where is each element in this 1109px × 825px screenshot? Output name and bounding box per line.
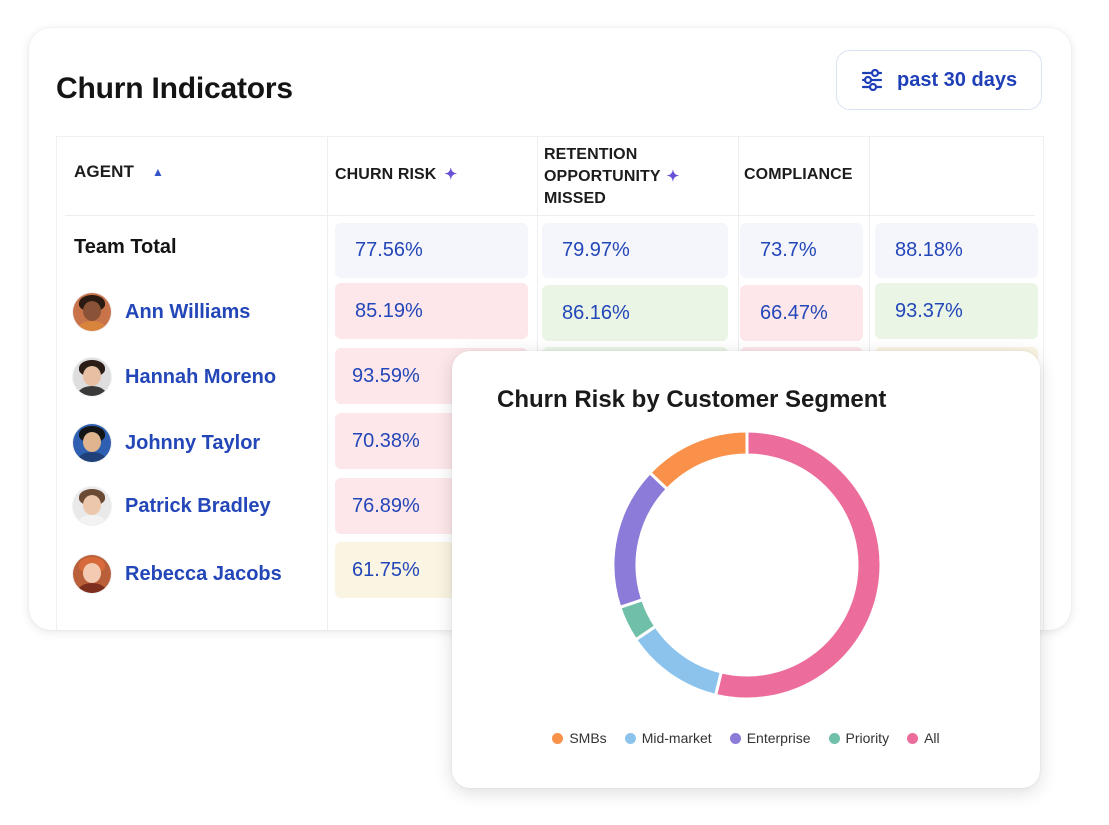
page-title: Churn Indicators (56, 72, 293, 105)
header-divider (65, 215, 1035, 216)
ai-sparkle-icon: ✦ (444, 166, 458, 183)
compliance-cell: 66.47% (740, 285, 863, 341)
agent-name[interactable]: Ann Williams (125, 300, 251, 323)
legend-dot (729, 732, 741, 744)
donut-slice-all[interactable] (713, 429, 883, 701)
legend-dot (552, 732, 564, 744)
team-total-label: Team Total (74, 236, 177, 258)
legend-label: SMBs (569, 730, 607, 746)
column-header-retention-line: RETENTION (544, 146, 638, 163)
avatar (73, 555, 111, 593)
column-header-compliance[interactable]: COMPLIANCE (744, 164, 853, 186)
column-header-retention[interactable]: RETENTION OPPORTUNITY ✦ MISSED (544, 144, 724, 210)
column-header-retention-line: MISSED (544, 190, 606, 207)
team-extra-cell: 88.18% (875, 223, 1038, 278)
avatar (73, 424, 111, 462)
date-filter-label: past 30 days (897, 68, 1018, 91)
legend-label: All (924, 730, 940, 746)
team-retention-cell: 79.97% (542, 223, 728, 278)
sort-ascending-icon[interactable]: ▲ (152, 165, 164, 179)
avatar (73, 487, 111, 525)
column-header-churn-risk[interactable]: CHURN RISK ✦ (335, 164, 457, 186)
team-compliance-cell: 73.7% (740, 223, 863, 278)
legend-item-mid-market[interactable]: Mid-market (624, 730, 712, 746)
donut-slice-enterprise[interactable] (611, 470, 670, 610)
legend-item-enterprise[interactable]: Enterprise (729, 730, 811, 746)
agent-name[interactable]: Patrick Bradley (125, 494, 271, 517)
legend-dot (828, 732, 840, 744)
column-header-compliance-label: COMPLIANCE (744, 166, 853, 183)
legend-dot (907, 732, 919, 744)
agent-row-johnny-taylor[interactable]: Johnny Taylor (73, 424, 260, 462)
legend-label: Enterprise (746, 730, 811, 746)
legend-item-priority[interactable]: Priority (828, 730, 890, 746)
column-divider (327, 137, 328, 630)
ai-sparkle-icon: ✦ (666, 168, 680, 185)
donut-slice-smbs[interactable] (647, 429, 749, 492)
chart-title: Churn Risk by Customer Segment (497, 386, 887, 413)
column-header-churn-risk-label: CHURN RISK (335, 166, 437, 183)
chart-legend: SMBs Mid-market Enterprise Priority All (452, 730, 1040, 746)
agent-row-ann-williams[interactable]: Ann Williams (73, 293, 250, 331)
agent-name[interactable]: Johnny Taylor (125, 431, 261, 454)
retention-cell: 86.16% (542, 285, 728, 341)
agent-name[interactable]: Rebecca Jacobs (125, 562, 282, 585)
donut-chart (611, 429, 883, 701)
avatar (73, 358, 111, 396)
column-header-agent[interactable]: AGENT ▲ (74, 161, 164, 183)
team-churn-risk-cell: 77.56% (335, 223, 528, 278)
agent-row-hannah-moreno[interactable]: Hannah Moreno (73, 358, 276, 396)
column-header-agent-label: AGENT (74, 162, 134, 181)
segment-chart-card: Churn Risk by Customer Segment SMBs Mid-m… (452, 351, 1040, 788)
legend-item-all[interactable]: All (907, 730, 940, 746)
column-header-retention-line: OPPORTUNITY (544, 168, 661, 185)
agent-row-patrick-bradley[interactable]: Patrick Bradley (73, 487, 271, 525)
donut-slice-mid-market[interactable] (633, 624, 724, 698)
legend-dot (624, 732, 636, 744)
legend-label: Priority (845, 730, 890, 746)
legend-label: Mid-market (641, 730, 712, 746)
legend-item-smbs[interactable]: SMBs (552, 730, 607, 746)
extra-cell: 93.37% (875, 283, 1038, 339)
avatar (73, 293, 111, 331)
agent-name[interactable]: Hannah Moreno (125, 365, 277, 388)
date-filter-button[interactable]: past 30 days (836, 50, 1042, 110)
churn-risk-cell: 85.19% (335, 283, 528, 339)
agent-row-rebecca-jacobs[interactable]: Rebecca Jacobs (73, 555, 282, 593)
sliders-icon (861, 69, 883, 91)
